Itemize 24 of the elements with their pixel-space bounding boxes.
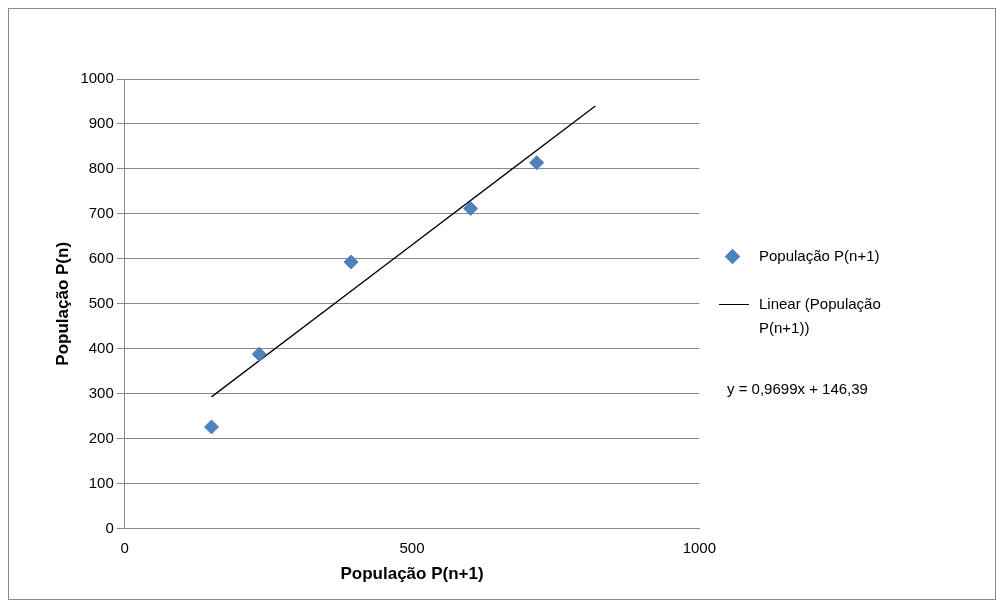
y-tick-label: 700 bbox=[88, 204, 114, 222]
y-tick-label: 500 bbox=[88, 293, 114, 311]
y-tick-label: 400 bbox=[88, 338, 114, 356]
x-axis-title: População P(n+1) bbox=[340, 564, 484, 584]
point bbox=[343, 254, 359, 270]
legend-label: População P(n+1) bbox=[759, 246, 881, 266]
y-tick-label: 300 bbox=[88, 383, 114, 401]
point bbox=[529, 155, 545, 171]
y-tick-label: 0 bbox=[105, 518, 114, 536]
point bbox=[204, 419, 220, 435]
x-tick-label: 1000 bbox=[682, 538, 716, 556]
y-tick-label: 800 bbox=[88, 159, 114, 177]
y-tick-label: 900 bbox=[88, 114, 114, 132]
point bbox=[463, 200, 479, 216]
y-tick-label: 1000 bbox=[80, 69, 114, 87]
y-tick-label: 200 bbox=[88, 428, 114, 446]
x-tick-label: 500 bbox=[399, 538, 425, 556]
y-tick-label: 100 bbox=[88, 473, 114, 491]
y-axis-title: População P(n) bbox=[52, 241, 72, 366]
text: y = 0,9699x + 146,39 bbox=[727, 380, 869, 397]
y-tick-label: 600 bbox=[88, 248, 114, 266]
point bbox=[251, 346, 267, 362]
x-tick-label: 0 bbox=[120, 538, 129, 556]
legend-label: Linear (População P(n+1)) bbox=[759, 294, 882, 338]
